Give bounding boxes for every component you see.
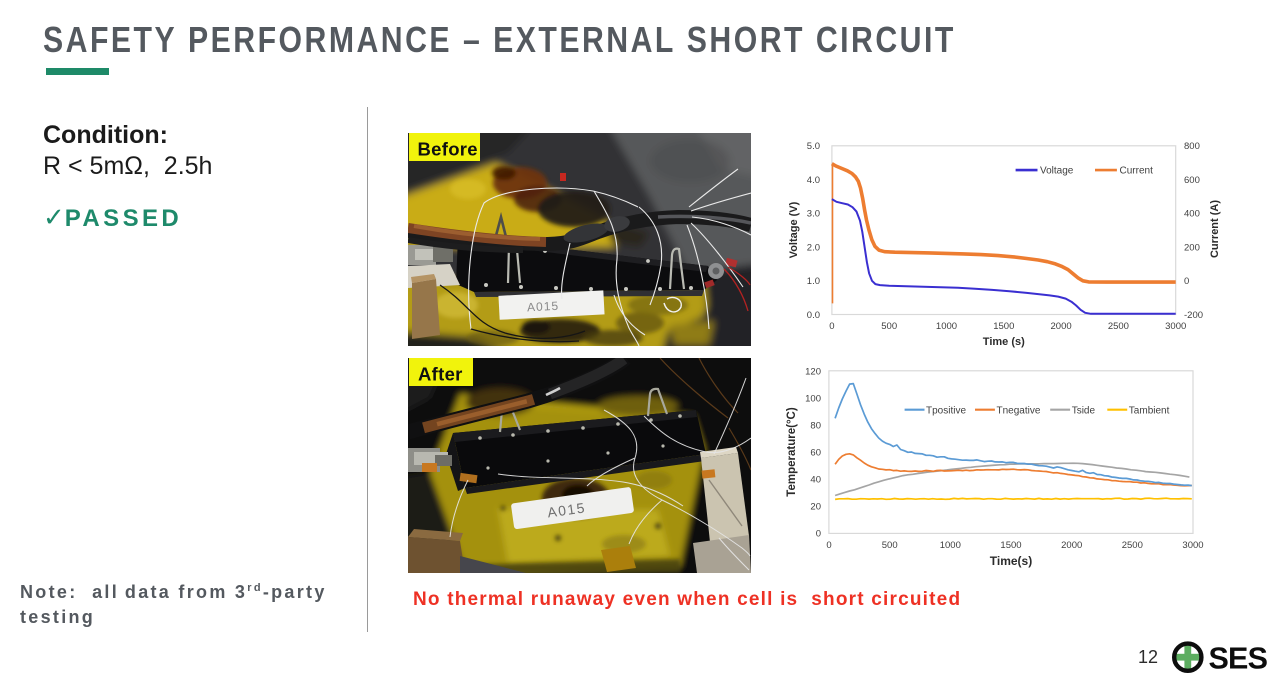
svg-text:After: After [418,364,463,385]
svg-text:600: 600 [1184,175,1200,186]
svg-text:80: 80 [810,420,821,431]
svg-text:2500: 2500 [1108,321,1129,332]
svg-text:2000: 2000 [1061,540,1082,551]
svg-text:1000: 1000 [936,321,957,332]
svg-text:Temperature(°C): Temperature(°C) [786,407,798,497]
svg-text:20: 20 [810,501,821,512]
svg-text:1000: 1000 [940,540,961,551]
svg-text:-200: -200 [1184,310,1203,321]
svg-text:2000: 2000 [1051,321,1072,332]
svg-text:A015: A015 [527,299,560,315]
svg-text:Tambient: Tambient [1129,405,1170,416]
svg-text:0.0: 0.0 [807,310,820,321]
svg-text:Current (A): Current (A) [1209,200,1221,258]
svg-text:1.0: 1.0 [807,276,820,287]
svg-text:60: 60 [810,447,821,458]
svg-text:120: 120 [805,366,821,377]
svg-text:Before: Before [418,139,478,160]
svg-text:2.0: 2.0 [807,242,820,253]
svg-text:200: 200 [1184,242,1200,253]
svg-text:A015: A015 [546,499,587,520]
svg-text:Tside: Tside [1072,405,1096,416]
svg-text:500: 500 [882,540,898,551]
svg-text:2500: 2500 [1122,540,1143,551]
svg-text:Current: Current [1120,166,1154,177]
svg-text:0: 0 [826,540,831,551]
svg-text:Voltage (V): Voltage (V) [788,201,800,258]
svg-text:Voltage: Voltage [1040,166,1074,177]
svg-text:3000: 3000 [1165,321,1186,332]
svg-text:0: 0 [816,528,821,539]
svg-text:5.0: 5.0 [807,141,820,152]
svg-text:400: 400 [1184,209,1200,220]
svg-text:500: 500 [881,321,897,332]
svg-text:3000: 3000 [1182,540,1203,551]
svg-text:0: 0 [1184,276,1189,287]
svg-text:Time (s): Time (s) [983,336,1025,348]
svg-text:1500: 1500 [1000,540,1021,551]
svg-text:800: 800 [1184,141,1200,152]
svg-text:100: 100 [805,393,821,404]
svg-text:SES: SES [1209,642,1268,676]
svg-text:3.0: 3.0 [807,209,820,220]
svg-text:4.0: 4.0 [807,175,820,186]
svg-text:Time(s): Time(s) [990,554,1032,568]
svg-text:Tnegative: Tnegative [997,405,1041,416]
svg-text:1500: 1500 [993,321,1014,332]
svg-text:40: 40 [810,474,821,485]
svg-text:0: 0 [829,321,834,332]
svg-text:Tpositive: Tpositive [926,405,966,416]
